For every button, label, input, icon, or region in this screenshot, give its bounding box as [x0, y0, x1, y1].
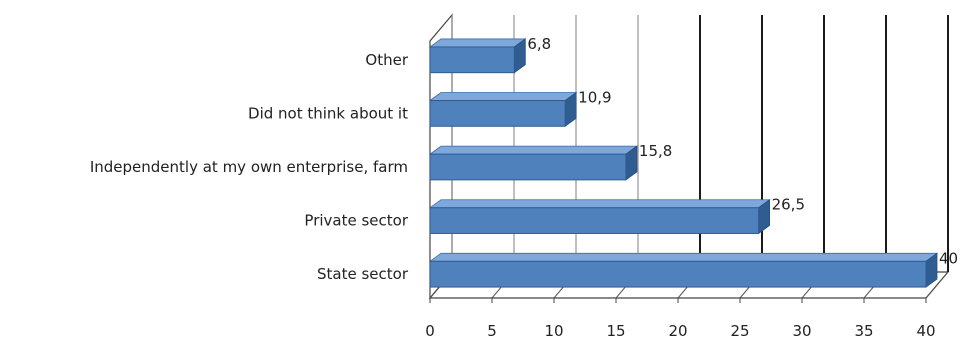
x-tick-label: 40 [916, 322, 935, 340]
x-tick-label: 10 [544, 322, 563, 340]
bar [429, 46, 515, 74]
bar-top [428, 145, 639, 155]
category-label: Private sector [304, 212, 408, 230]
category-label: State sector [317, 265, 409, 283]
x-tick-label: 30 [792, 322, 811, 340]
bar-top [428, 92, 578, 101]
data-label: 15,8 [639, 142, 672, 160]
data-labels: 40 26,5 15,8 10,9 6,8 [527, 35, 958, 267]
x-tick-label: 15 [606, 322, 625, 340]
x-tick-label: 20 [668, 322, 687, 340]
x-tick-label: 5 [487, 322, 497, 340]
category-label: Independently at my own enterprise, farm [90, 158, 408, 176]
data-label: 26,5 [772, 196, 805, 214]
bar [429, 100, 566, 127]
x-tick-label: 25 [730, 322, 749, 340]
bar [429, 153, 627, 181]
x-tick-labels: 0 5 10 15 20 25 30 35 40 [425, 322, 935, 340]
bar [429, 207, 760, 234]
data-label: 40 [939, 249, 958, 267]
category-labels: State sector Private sector Independently … [90, 51, 409, 283]
x-tick-label: 35 [854, 322, 873, 340]
x-tick-label: 0 [425, 322, 435, 340]
data-label: 6,8 [527, 35, 551, 53]
bars [428, 38, 939, 288]
bar-top [428, 252, 939, 262]
floor-gridline [925, 271, 949, 299]
category-label: Other [365, 51, 408, 69]
data-label: 10,9 [578, 89, 611, 107]
bar-top [428, 38, 527, 48]
bar [429, 260, 927, 288]
bar-top [428, 199, 771, 209]
category-label: Did not think about it [248, 104, 408, 122]
